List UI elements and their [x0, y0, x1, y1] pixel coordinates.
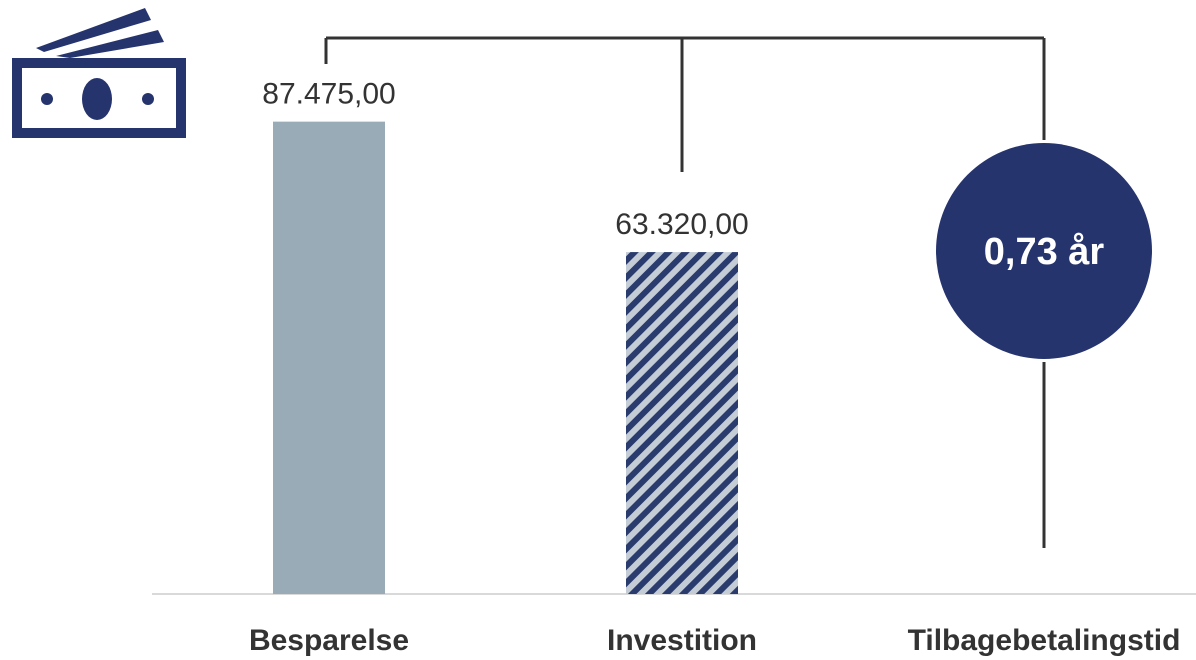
value-label-besparelse: 87.475,00 — [262, 78, 395, 111]
value-label-investition: 63.320,00 — [615, 208, 748, 241]
banknote-icon — [12, 8, 186, 138]
payback-circle — [936, 143, 1152, 359]
category-label-besparelse: Besparelse — [249, 624, 409, 657]
category-label-investition: Investition — [607, 624, 757, 657]
payback-value: 0,73 år — [984, 231, 1105, 273]
bar-besparelse — [273, 121, 385, 594]
bar-investition — [626, 252, 738, 594]
bracket-connector — [324, 36, 1046, 548]
category-label-tilbagebetalingstid: Tilbagebetalingstid — [908, 624, 1181, 657]
